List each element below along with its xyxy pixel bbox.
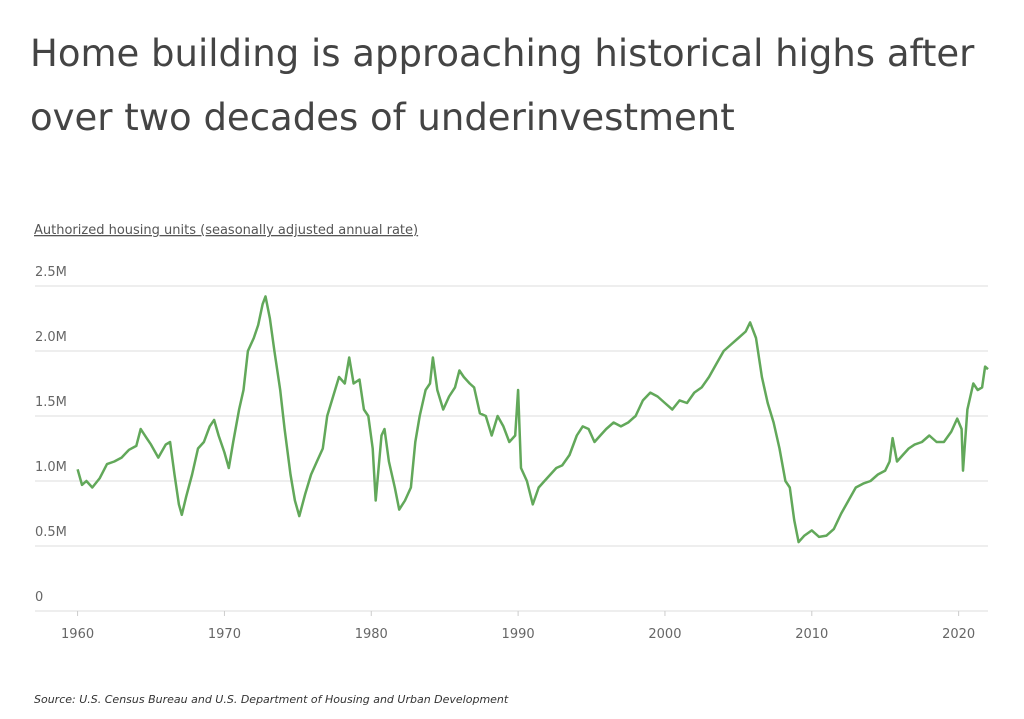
y-axis-label: Authorized housing units (seasonally adj… [34, 223, 418, 238]
x-tick-label: 1960 [61, 627, 94, 642]
x-tick-label: 2010 [795, 627, 828, 642]
y-tick-label: 2.5M [35, 265, 67, 280]
y-tick-label: 2.0M [35, 330, 67, 345]
y-tick-label: 0.5M [35, 525, 67, 540]
x-tick-label: 2020 [942, 627, 975, 642]
data-line [76, 295, 989, 544]
title-box: Home building is approaching historical … [30, 32, 975, 139]
y-tick-label: 1.5M [35, 395, 67, 410]
y-tick-label: 1.0M [35, 460, 67, 475]
x-tick-label: 2000 [648, 627, 681, 642]
chart-title: Home building is approaching historical … [30, 32, 975, 139]
x-tick-label: 1970 [208, 627, 241, 642]
y-tick-label: 0 [35, 590, 43, 605]
source: Source: U.S. Census Bureau and U.S. Depa… [34, 693, 509, 706]
x-tick-label: 1980 [355, 627, 388, 642]
x-tick-label: 1990 [502, 627, 535, 642]
